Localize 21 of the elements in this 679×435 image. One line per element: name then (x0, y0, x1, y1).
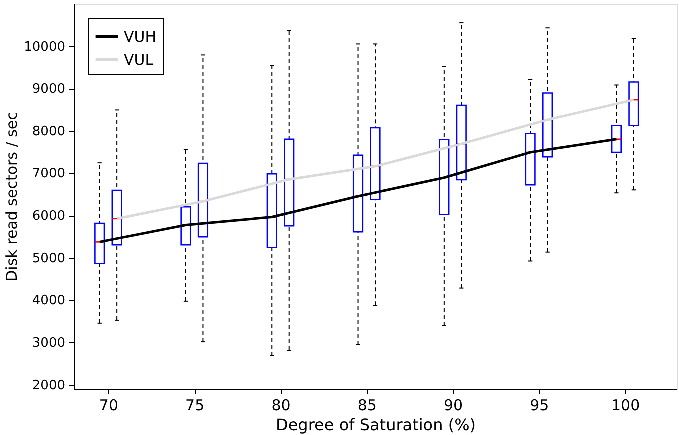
x-axis-title: Degree of Saturation (%) (276, 416, 476, 434)
y-tick-label: 3000 (32, 336, 66, 351)
y-tick-label: 6000 (32, 209, 66, 224)
x-tick-label: 70 (99, 396, 119, 414)
legend-label: VUL (124, 51, 154, 69)
x-tick-label: 80 (272, 396, 291, 414)
y-tick-label: 7000 (32, 166, 66, 182)
x-tick-label: 75 (186, 396, 205, 414)
y-axis-title: Disk read sectors / sec (3, 112, 22, 282)
y-tick-label: 8000 (32, 124, 66, 140)
y-tick-label: 2000 (32, 378, 66, 394)
x-tick-label: 90 (444, 396, 464, 414)
y-tick-label: 9000 (32, 82, 66, 98)
y-tick-label: 4000 (32, 294, 66, 309)
x-tick-label: 100 (611, 396, 640, 414)
line-series (116, 98, 636, 220)
y-tick-label: 10000 (24, 40, 66, 55)
x-tick-label: 85 (358, 396, 377, 414)
y-tick-label: 5000 (32, 251, 66, 266)
x-tick-label: 95 (530, 396, 550, 414)
legend-label: VUH (124, 28, 157, 46)
